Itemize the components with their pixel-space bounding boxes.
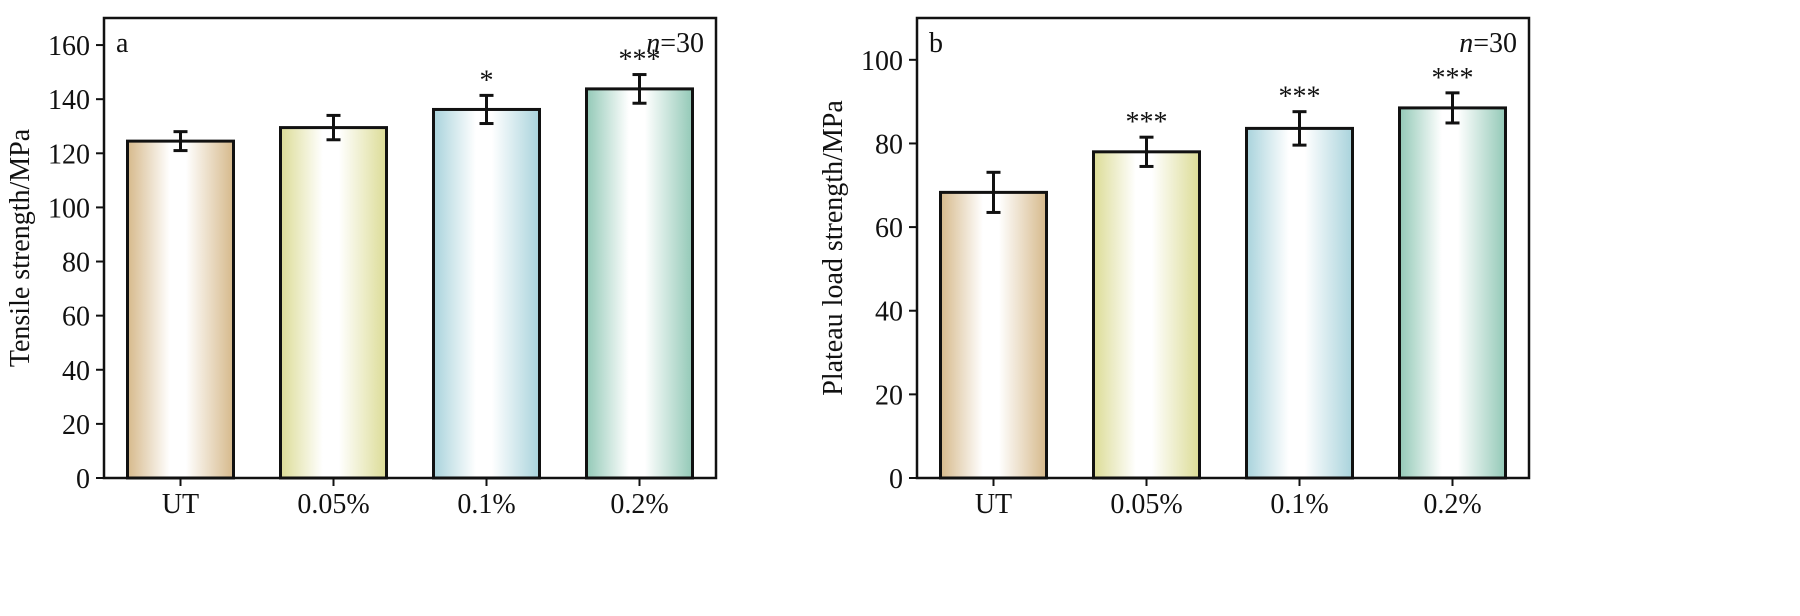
significance-0.2%: *** bbox=[1432, 63, 1474, 94]
plot-frame bbox=[915, 16, 1531, 480]
y-tick-label: 60 bbox=[62, 302, 90, 333]
y-tick-label: 100 bbox=[861, 46, 903, 77]
y-tick-label: 20 bbox=[875, 380, 903, 411]
error-bar-UT bbox=[173, 130, 188, 153]
x-tick-label: 0.1% bbox=[457, 489, 515, 520]
panel-a: UT 0.05% * 0.1% *** 0.2% 0 20 40 60 80 100 120 140 160… bbox=[5, 16, 718, 520]
y-axis-title: Plateau load strength/MPa bbox=[818, 100, 849, 396]
significance-0.1%: *** bbox=[1279, 82, 1321, 113]
plot-frame bbox=[102, 16, 718, 480]
bar-0.05% bbox=[1092, 150, 1201, 480]
error-bar-0.2% bbox=[632, 73, 647, 105]
y-tick-label: 60 bbox=[875, 213, 903, 244]
x-tick-label: 0.05% bbox=[297, 489, 369, 520]
y-tick-label: 20 bbox=[62, 410, 90, 441]
x-tick-label: 0.05% bbox=[1110, 489, 1182, 520]
bar-0.2% bbox=[585, 87, 694, 480]
x-tick-label: 0.2% bbox=[1423, 489, 1481, 520]
error-bar-0.2% bbox=[1445, 91, 1460, 125]
bar-UT bbox=[939, 190, 1048, 480]
bar-0.1% bbox=[432, 107, 541, 480]
sample-size-label: n=30 bbox=[1459, 28, 1517, 59]
y-tick-label: 40 bbox=[62, 356, 90, 387]
panel-b: UT *** 0.05% *** 0.1% *** 0.2% 0 20 40 60 80 100 Plat… bbox=[818, 16, 1531, 520]
bar-0.1% bbox=[1245, 126, 1354, 480]
y-tick-label: 40 bbox=[875, 297, 903, 328]
bar-0.05% bbox=[279, 126, 388, 480]
sample-size-label: n=30 bbox=[646, 28, 704, 59]
significance-0.05%: *** bbox=[1126, 107, 1168, 138]
y-tick-label: 140 bbox=[48, 85, 90, 116]
x-tick-label: UT bbox=[975, 489, 1012, 520]
y-axis-title: Tensile strength/MPa bbox=[5, 128, 36, 367]
y-tick-label: 80 bbox=[62, 248, 90, 279]
error-bar-0.05% bbox=[1139, 135, 1154, 168]
significance-0.2%: *** bbox=[619, 45, 661, 76]
error-bar-0.1% bbox=[479, 93, 494, 126]
y-tick-label: 0 bbox=[76, 464, 90, 495]
x-tick-label: 0.1% bbox=[1270, 489, 1328, 520]
error-bar-0.05% bbox=[326, 113, 341, 142]
bar-UT bbox=[126, 139, 235, 480]
x-tick-label: 0.2% bbox=[610, 489, 668, 520]
panel-label: a bbox=[116, 28, 129, 59]
bar-0.2% bbox=[1398, 106, 1507, 480]
x-tick-label: UT bbox=[162, 489, 199, 520]
error-bar-UT bbox=[986, 170, 1001, 214]
error-bar-0.1% bbox=[1292, 110, 1307, 147]
y-tick-label: 0 bbox=[889, 464, 903, 495]
y-tick-label: 80 bbox=[875, 129, 903, 160]
significance-0.1%: * bbox=[480, 65, 494, 96]
y-tick-label: 120 bbox=[48, 139, 90, 170]
panel-label: b bbox=[929, 28, 943, 59]
y-tick-label: 100 bbox=[48, 193, 90, 224]
y-tick-label: 160 bbox=[48, 31, 90, 62]
